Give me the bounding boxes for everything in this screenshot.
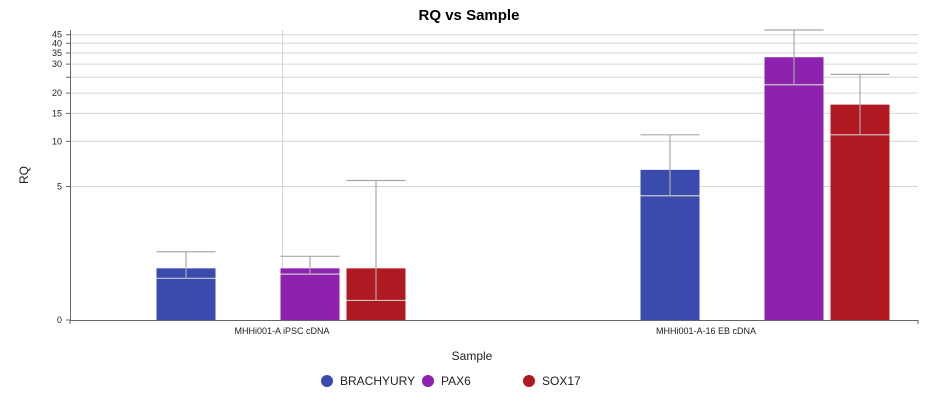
y-tick-label: 0 bbox=[57, 315, 62, 325]
legend-swatch-sox17 bbox=[523, 375, 535, 387]
bar-pax6 bbox=[764, 57, 824, 320]
legend-label-sox17: SOX17 bbox=[542, 374, 581, 388]
y-tick-label: 35 bbox=[52, 48, 62, 58]
bars bbox=[156, 29, 890, 320]
x-tick-label: MHHi001-A-16 EB cDNA bbox=[656, 326, 756, 336]
y-tick-label: 20 bbox=[52, 88, 62, 98]
bar-pax6 bbox=[280, 268, 340, 320]
y-tick-label: 40 bbox=[52, 38, 62, 48]
y-tick-label: 45 bbox=[52, 30, 62, 40]
grid bbox=[70, 30, 918, 320]
legend-label-pax6: PAX6 bbox=[441, 374, 471, 388]
chart-title: RQ vs Sample bbox=[419, 7, 520, 24]
y-tick-label: 10 bbox=[52, 136, 62, 146]
y-axis-title: RQ bbox=[17, 166, 31, 184]
legend: BRACHYURY PAX6 SOX17 bbox=[321, 374, 581, 388]
y-tick-label: 15 bbox=[52, 108, 62, 118]
legend-label-brachyury: BRACHYURY bbox=[340, 374, 415, 388]
y-tick-label: 5 bbox=[57, 181, 62, 191]
x-axis-title: Sample bbox=[452, 349, 493, 363]
legend-swatch-brachyury bbox=[321, 375, 333, 387]
legend-swatch-pax6 bbox=[422, 375, 434, 387]
x-tick-label: MHHi001-A iPSC cDNA bbox=[234, 326, 329, 336]
bar-sox17 bbox=[830, 104, 890, 320]
y-tick-label: 30 bbox=[52, 59, 62, 69]
